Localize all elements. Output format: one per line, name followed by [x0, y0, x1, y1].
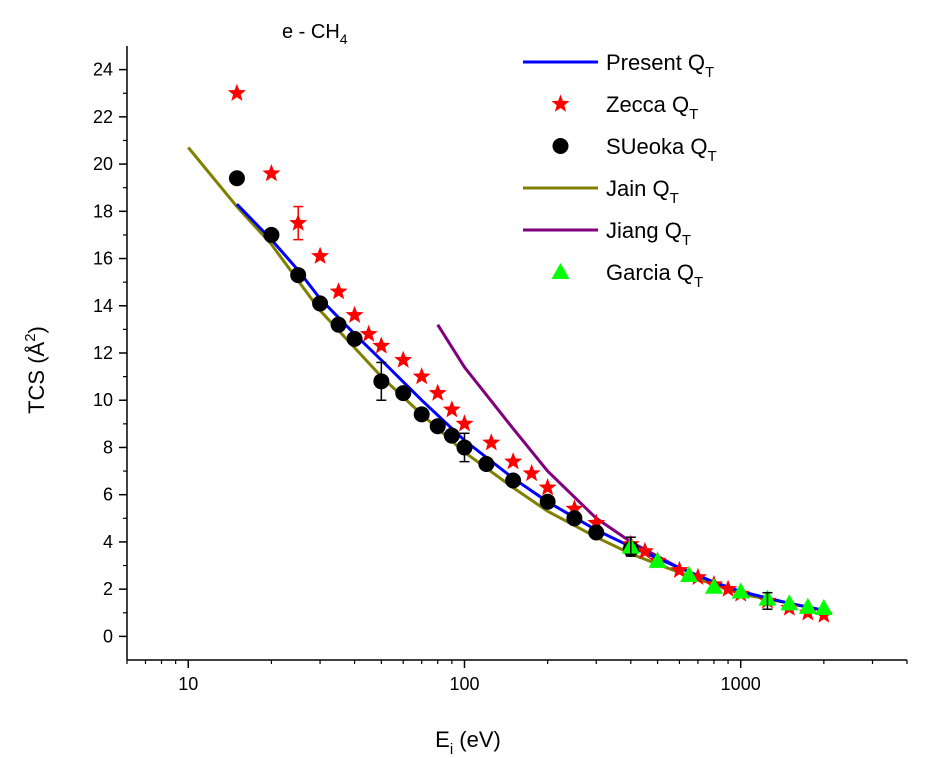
- data-point: [394, 350, 413, 368]
- data-point: [428, 383, 447, 401]
- data-point: [227, 83, 246, 101]
- data-point: [263, 226, 280, 243]
- data-point: [565, 499, 584, 517]
- x-tick-label: 1000: [721, 674, 761, 694]
- data-point: [455, 414, 474, 432]
- data-point: [311, 246, 330, 264]
- data-point: [719, 579, 738, 597]
- series-5: [621, 537, 833, 616]
- series-line: [235, 203, 825, 612]
- x-axis-title: Ei (eV): [435, 727, 501, 758]
- data-point: [635, 541, 654, 560]
- y-tick-label: 20: [93, 154, 113, 174]
- series-0: [235, 203, 825, 612]
- data-point: [413, 406, 430, 423]
- series-line: [187, 146, 825, 612]
- y-tick-label: 0: [103, 626, 113, 646]
- legend-entry: Jain QT: [523, 176, 679, 207]
- legend-entry: SUeoka QT: [552, 134, 717, 165]
- error-bar: [376, 361, 387, 401]
- error-bar: [459, 432, 470, 463]
- y-tick-label: 8: [103, 437, 113, 457]
- data-point: [522, 463, 541, 482]
- y-tick-label: 12: [93, 343, 113, 363]
- data-point: [346, 330, 363, 347]
- data-point: [228, 170, 245, 187]
- legend-entry: Zecca QT: [551, 92, 698, 123]
- data-point: [482, 433, 501, 451]
- data-point: [359, 324, 378, 342]
- data-point: [538, 478, 557, 496]
- error-bar: [625, 536, 636, 557]
- data-point: [539, 493, 556, 510]
- legend-label: Garcia QT: [606, 260, 703, 291]
- legend-entry: Garcia QT: [551, 260, 703, 291]
- data-point: [798, 597, 817, 614]
- y-tick-label: 14: [93, 296, 113, 316]
- data-point: [395, 385, 412, 402]
- series-3: [187, 146, 825, 612]
- data-point: [670, 560, 689, 578]
- legend-label: SUeoka QT: [606, 134, 717, 165]
- data-point: [443, 427, 460, 444]
- data-point: [688, 567, 707, 585]
- y-tick-label: 10: [93, 390, 113, 410]
- data-point: [442, 400, 461, 418]
- y-tick-label: 18: [93, 201, 113, 221]
- y-axis-title: TCS (Å2): [22, 326, 49, 414]
- data-point: [330, 316, 347, 333]
- x-tick-label: 100: [449, 674, 479, 694]
- data-point: [290, 267, 307, 284]
- series-1: [227, 83, 833, 623]
- data-point: [412, 367, 431, 385]
- data-point: [587, 513, 606, 531]
- legend-label: Zecca QT: [606, 92, 698, 123]
- data-point: [429, 418, 446, 435]
- legend-label: Present QT: [606, 50, 714, 81]
- data-point: [588, 524, 605, 541]
- series-layer: [187, 83, 833, 623]
- legend-label: Jiang QT: [606, 218, 691, 249]
- legend: Present QT Zecca QT SUeoka QT Jain QT Jiang …: [523, 50, 717, 291]
- y-tick-label: 6: [103, 485, 113, 505]
- legend-marker-swatch: [551, 263, 570, 279]
- data-point: [566, 510, 583, 527]
- data-point: [262, 164, 281, 182]
- series-2: [228, 170, 639, 558]
- data-point: [312, 295, 329, 312]
- legend-entry: Jiang QT: [523, 218, 691, 249]
- data-point: [680, 565, 699, 582]
- data-point: [731, 582, 750, 599]
- data-point: [704, 577, 723, 594]
- chart-title: e - CH4: [282, 21, 348, 47]
- y-tick-label: 2: [103, 579, 113, 599]
- data-point: [329, 282, 348, 300]
- y-tick-label: 4: [103, 532, 113, 552]
- data-point: [504, 452, 523, 470]
- error-bar: [762, 591, 773, 610]
- error-bar: [293, 205, 304, 241]
- data-point: [780, 594, 799, 611]
- y-tick-label: 24: [93, 60, 113, 80]
- legend-label: Jain QT: [606, 176, 679, 207]
- data-point: [814, 599, 833, 616]
- x-tick-label: 10: [178, 674, 198, 694]
- data-point: [478, 455, 495, 472]
- data-point: [372, 336, 391, 354]
- legend-marker-swatch: [552, 138, 569, 154]
- data-point: [345, 305, 364, 323]
- data-point: [648, 551, 667, 568]
- y-tick-label: 16: [93, 249, 113, 269]
- data-point: [505, 472, 522, 489]
- y-tick-label: 22: [93, 107, 113, 127]
- legend-marker-swatch: [551, 94, 570, 112]
- legend-entry: Present QT: [523, 50, 714, 81]
